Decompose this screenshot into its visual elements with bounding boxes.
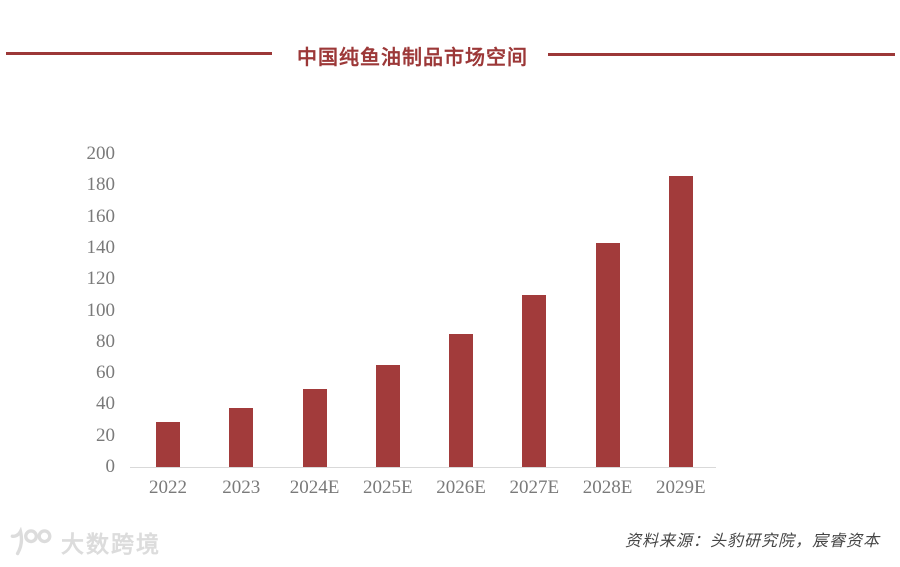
y-axis-tick-label: 180 bbox=[86, 174, 116, 196]
bar-2027E bbox=[522, 295, 547, 467]
x-axis-tick-label: 2022 bbox=[149, 477, 187, 498]
watermark-text: 大数跨境 bbox=[61, 531, 161, 557]
bar-2024E bbox=[302, 389, 327, 467]
x-axis-tick-label: 2026E bbox=[436, 477, 486, 498]
x-axis-tick-label: 2029E bbox=[655, 477, 706, 498]
title-rule-right bbox=[548, 53, 895, 56]
plot-area bbox=[130, 154, 716, 468]
bar-2022 bbox=[156, 422, 180, 467]
title-rule-left bbox=[6, 52, 272, 55]
y-axis-labels: 0 20 40 60 80 100 120 140 160 180 200 bbox=[50, 143, 116, 477]
bar-2028E bbox=[595, 243, 620, 467]
x-axis-tick-label: 2023 bbox=[222, 477, 261, 498]
x-axis-labels: 2022 2023 2024E 2025E 2026E 2027E 2028E 2029E bbox=[130, 477, 716, 503]
y-axis-tick-label: 20 bbox=[96, 424, 115, 446]
bar-2029E bbox=[668, 176, 693, 467]
y-axis-tick-label: 0 bbox=[105, 456, 116, 477]
x-axis-tick-label: 2028E bbox=[582, 477, 633, 498]
watermark-100-logo-icon bbox=[10, 527, 52, 556]
y-axis-tick-label: 100 bbox=[86, 299, 116, 321]
bar-2025E bbox=[375, 365, 400, 467]
y-axis-tick-label: 40 bbox=[96, 393, 115, 415]
x-axis-tick-label: 2027E bbox=[509, 477, 560, 498]
y-axis-tick-label: 120 bbox=[86, 268, 116, 290]
bar-2023 bbox=[229, 408, 254, 467]
bar-2026E bbox=[449, 334, 473, 467]
y-axis-tick-label: 80 bbox=[96, 330, 115, 352]
watermark: 大数跨境 bbox=[8, 525, 161, 559]
y-axis-tick-label: 140 bbox=[86, 236, 116, 258]
source-note: 资料来源：头豹研究院，宸睿资本 bbox=[624, 533, 880, 550]
y-axis-tick-label: 200 bbox=[86, 143, 116, 164]
y-axis-tick-label: 60 bbox=[96, 362, 115, 384]
x-axis-tick-label: 2025E bbox=[362, 477, 413, 498]
x-axis-tick-label: 2024E bbox=[289, 477, 340, 498]
page-title: 中国纯鱼油制品市场空间 bbox=[297, 47, 528, 69]
y-axis-tick-label: 160 bbox=[86, 205, 116, 227]
